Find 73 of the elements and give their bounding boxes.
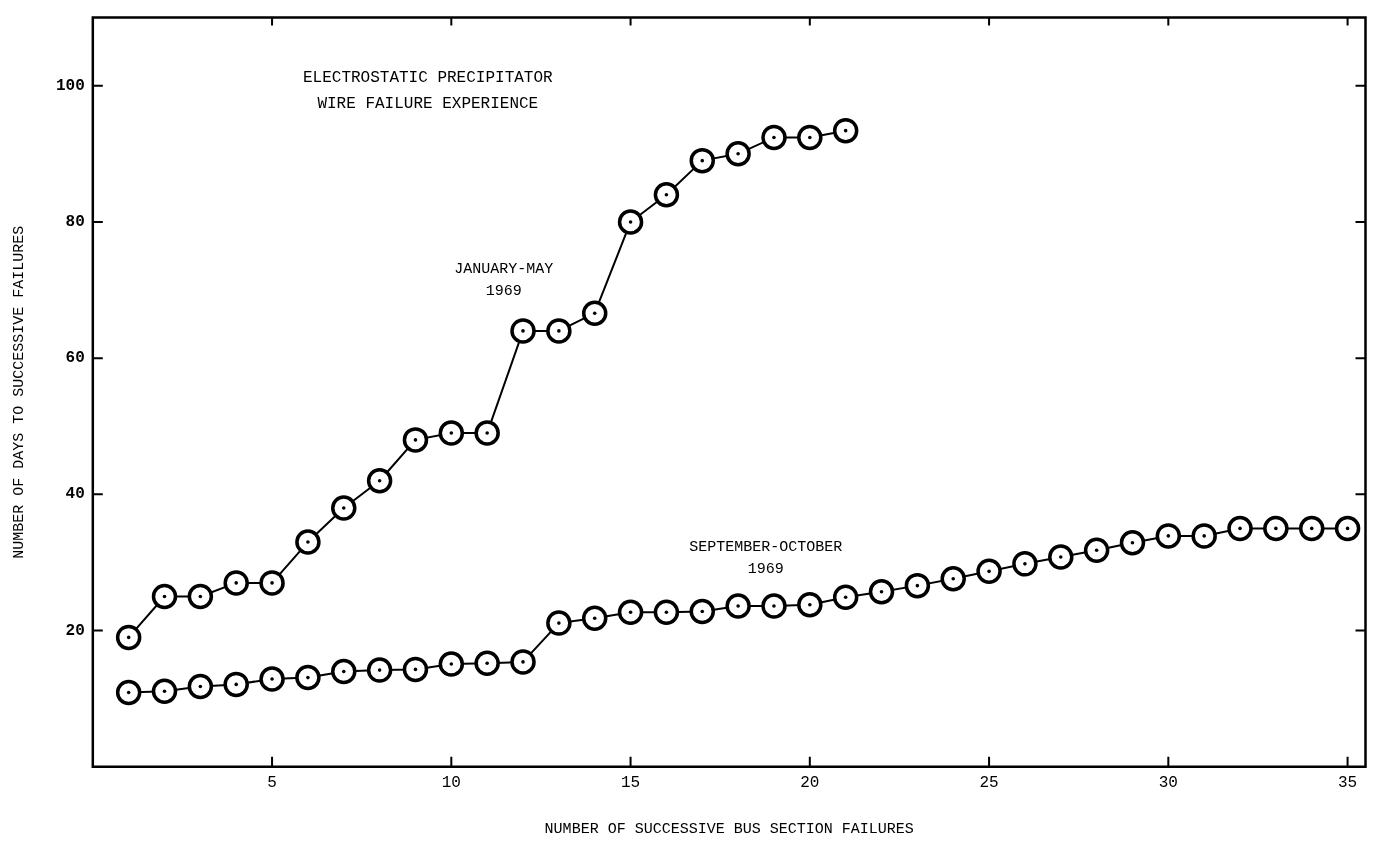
point [115, 679, 142, 706]
point [151, 678, 178, 704]
series-label: SEPTEMBER-OCTOBER 1969 [689, 539, 843, 579]
point [581, 605, 608, 632]
point [402, 427, 429, 453]
point [904, 572, 931, 599]
point [115, 624, 142, 651]
y-tick-label: 80 [65, 212, 85, 231]
point [1298, 515, 1325, 542]
y-tick-label: 20 [65, 621, 85, 640]
point [617, 599, 644, 625]
point [474, 420, 500, 446]
point [976, 558, 1002, 585]
point [1048, 544, 1074, 570]
point [581, 300, 608, 326]
point [546, 610, 572, 636]
x-tick-label: 25 [979, 773, 999, 792]
point [223, 671, 249, 698]
series-label: JANUARY-MAY 1969 [454, 260, 554, 300]
point [223, 570, 249, 596]
point [259, 570, 285, 596]
point [1334, 515, 1361, 542]
point [1012, 551, 1038, 577]
point [689, 147, 716, 174]
point [1191, 523, 1217, 549]
y-tick-label: 40 [65, 485, 85, 504]
point [1263, 515, 1289, 542]
x-tick-label: 20 [800, 773, 820, 792]
point [1083, 537, 1110, 563]
point [438, 651, 465, 677]
y-tick-label: 60 [65, 349, 85, 368]
point [868, 579, 895, 605]
x-tick-label: 5 [267, 773, 277, 792]
point [366, 657, 393, 683]
point [510, 649, 536, 675]
point [474, 650, 500, 677]
point [653, 599, 680, 625]
text: ELECTROSTATIC PRECIPITATOR WIRE FAILURE EXPERIENCE [302, 68, 554, 113]
point [797, 591, 823, 618]
point [761, 593, 787, 619]
y-tick-label: 100 [55, 76, 85, 95]
point [546, 318, 572, 344]
point [510, 318, 536, 344]
point [295, 664, 321, 691]
x-tick-label: 30 [1158, 773, 1178, 792]
point [259, 666, 285, 692]
point [151, 583, 178, 610]
x-axis-title: NUMBER OF SUCCESSIVE BUS SECTION FAILURES [544, 820, 914, 838]
point [1155, 523, 1182, 549]
y-axis-title: NUMBER OF DAYS TO SUCCESSIVE FAILURES [10, 225, 28, 559]
point [366, 467, 393, 494]
point [1227, 515, 1253, 542]
point [689, 598, 716, 625]
point [1119, 529, 1146, 556]
point [331, 495, 357, 521]
point [295, 529, 321, 555]
point [832, 584, 859, 610]
point [761, 124, 787, 151]
x-tick-label: 35 [1337, 773, 1358, 792]
x-tick-label: 15 [620, 773, 641, 792]
point [187, 583, 214, 610]
point [940, 566, 966, 592]
point [653, 181, 680, 208]
point [832, 117, 859, 144]
point [617, 209, 644, 235]
point [402, 656, 429, 683]
point [331, 658, 357, 685]
point [438, 420, 465, 446]
point [725, 141, 751, 167]
point [725, 593, 751, 619]
point [187, 673, 214, 700]
point [797, 124, 823, 151]
x-tick-label: 10 [441, 773, 461, 792]
